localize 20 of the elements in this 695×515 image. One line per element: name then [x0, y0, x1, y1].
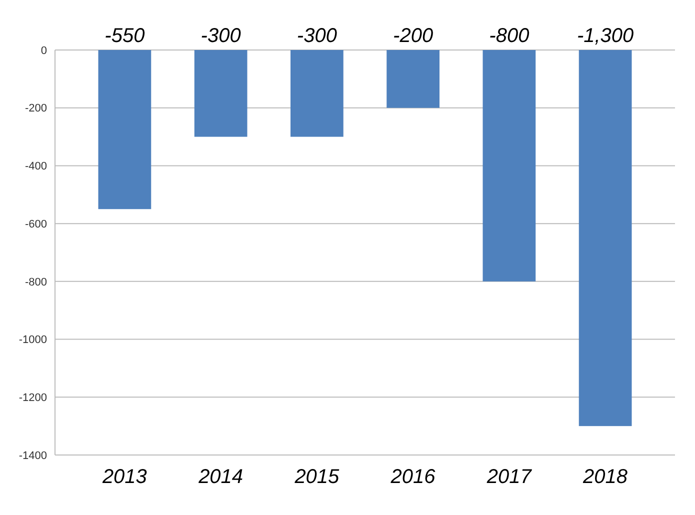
y-tick-label: -1200: [18, 392, 47, 404]
x-tick-label: 2016: [390, 466, 436, 488]
x-tick-label: 2013: [101, 466, 147, 488]
x-tick-label: 2017: [486, 466, 532, 488]
x-tick-label: 2018: [582, 466, 628, 488]
data-label: -300: [200, 25, 241, 47]
y-tick-label: -1000: [18, 334, 47, 346]
y-tick-label: -1400: [18, 450, 47, 462]
data-label: -1,300: [576, 25, 634, 47]
data-label: -550: [104, 25, 145, 47]
x-tick-label: 2014: [198, 466, 244, 488]
y-tick-label: -400: [24, 160, 47, 173]
data-label: -200: [393, 25, 434, 47]
data-label: -800: [489, 25, 530, 47]
y-tick-label: -600: [24, 218, 47, 230]
y-tick-label: -200: [24, 102, 47, 115]
y-tick-label: 0: [40, 44, 47, 57]
y-tick-label: -800: [24, 276, 47, 288]
data-label: -300: [296, 25, 337, 47]
x-tick-label: 2015: [294, 466, 340, 488]
